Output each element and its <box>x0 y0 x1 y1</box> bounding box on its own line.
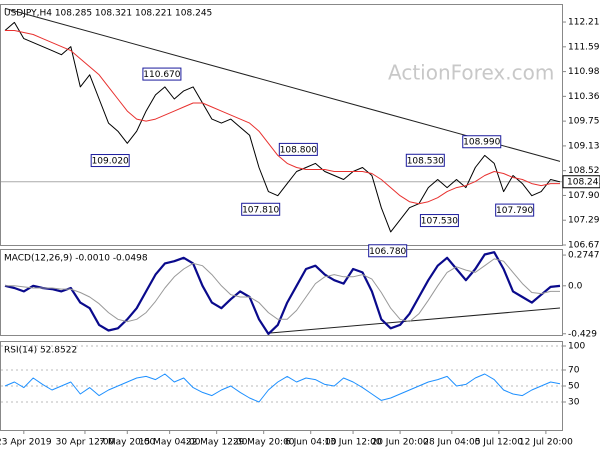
last-price-label: 108.245 <box>567 177 600 187</box>
y-tick-label: -0.429 <box>568 329 597 339</box>
y-tick-label: 50 <box>568 382 580 392</box>
panel-title: USDJPY,H4 108.285 108.321 108.221 108.24… <box>4 9 212 19</box>
watermark: ActionForex.com <box>388 61 554 85</box>
annotation-label: 108.800 <box>280 145 317 155</box>
y-tick-label: 110.365 <box>568 92 600 102</box>
annotation-label: 107.810 <box>242 205 279 215</box>
y-tick-label: 112.210 <box>568 18 600 28</box>
x-tick-label: 29 May 20:00 <box>233 438 295 448</box>
annotation-label: 107.530 <box>421 217 458 227</box>
series-line <box>4 373 561 403</box>
annotation-label: 106.780 <box>369 247 406 257</box>
x-tick-label: 12 Jul 20:00 <box>519 438 573 448</box>
annotation-label: 109.020 <box>92 157 129 167</box>
x-tick-label: 30 Apr 12:00 <box>56 438 115 448</box>
last-price-box <box>562 175 600 189</box>
annotation-box <box>241 202 281 216</box>
y-tick-label: 110.980 <box>568 67 600 77</box>
x-tick-label: 15 May 04:00 <box>139 438 201 448</box>
annotation-box <box>90 154 130 168</box>
x-tick-label: 6 Jun 04:00 <box>285 438 337 448</box>
macd-panel <box>0 249 563 336</box>
x-tick-label: 7 May 20:00 <box>99 438 155 448</box>
panel-title: RSI(14) 52.8522 <box>4 346 77 356</box>
x-tick-label: 20 Jun 20:00 <box>371 438 428 448</box>
y-tick-label: 0.0 <box>568 281 583 291</box>
annotation-box <box>462 135 502 149</box>
x-tick-label: 13 Jun 12:00 <box>324 438 381 448</box>
annotation-label: 107.790 <box>496 206 533 216</box>
series-line <box>5 30 560 205</box>
annotation-box <box>368 244 408 258</box>
series-line <box>5 258 560 323</box>
series-line <box>4 251 561 335</box>
y-tick-label: 111.595 <box>568 42 600 52</box>
x-tick-label: 22 May 12:00 <box>186 438 248 448</box>
panel-title: MACD(12,26,9) -0.0010 -0.0498 <box>4 254 148 264</box>
annotation-box <box>278 142 318 156</box>
y-tick-label: 100 <box>568 342 585 352</box>
annotation-label: 108.990 <box>463 138 500 148</box>
y-tick-label: 0.2747 <box>568 251 600 261</box>
y-tick-label: 106.675 <box>568 241 600 251</box>
y-tick-label: 108.520 <box>568 166 600 176</box>
price-panel <box>0 4 563 246</box>
x-tick-label: 23 Apr 2019 <box>0 438 52 448</box>
x-tick-label: 5 Jul 12:00 <box>475 438 524 448</box>
annotation-box <box>495 203 535 217</box>
trendline <box>270 307 561 334</box>
annotation-box <box>405 153 445 167</box>
y-tick-label: 107.905 <box>568 191 600 201</box>
annotation-label: 108.530 <box>407 156 444 166</box>
annotation-box <box>419 214 459 228</box>
x-tick-label: 28 Jun 04:00 <box>423 438 480 448</box>
y-tick-label: 109.135 <box>568 141 600 151</box>
y-tick-label: 107.290 <box>568 216 600 226</box>
annotation-label: 110.670 <box>143 70 180 80</box>
y-tick-label: 109.750 <box>568 117 600 127</box>
annotation-box <box>142 67 182 81</box>
y-tick-label: 70 <box>568 366 580 376</box>
y-tick-label: 30 <box>568 398 580 408</box>
series-line <box>4 21 561 233</box>
